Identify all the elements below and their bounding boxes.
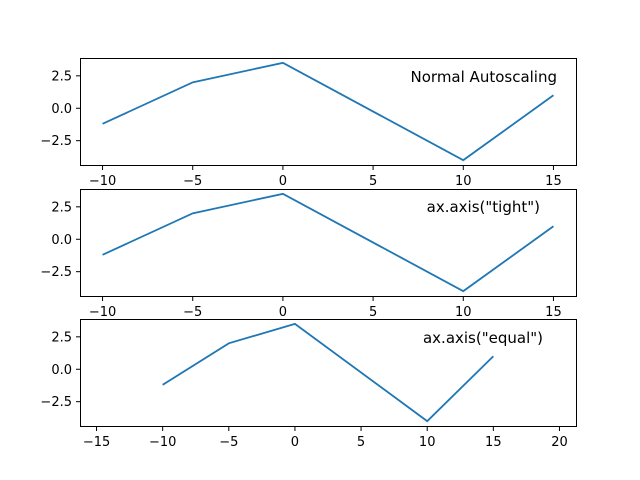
subplot-axis-tight: −10 −5 0 5 10 15 −2.5 0.0 2.5 ax.axis("tight") — [40, 189, 577, 320]
x-tick-label: −5 — [183, 305, 202, 320]
x-tick-label: 20 — [551, 435, 568, 450]
series-line — [102, 192, 554, 293]
x-tick-label: 10 — [419, 435, 436, 450]
x-tick-label: −15 — [83, 435, 110, 450]
x-tick-label: 0 — [279, 305, 287, 320]
x-tick-label: 0 — [279, 174, 287, 189]
x-tick-label: 15 — [485, 435, 502, 450]
x-tick-label: 15 — [545, 174, 562, 189]
y-tick-label: −2.5 — [40, 265, 72, 280]
x-tick-label: 5 — [369, 174, 377, 189]
x-tick-label: 10 — [455, 174, 472, 189]
x-tick-label: 10 — [455, 305, 472, 320]
axes-frame — [80, 319, 577, 427]
y-tick-label: 0.0 — [51, 233, 72, 248]
subplot-normal-autoscaling: −10 −5 0 5 10 15 −2.5 0.0 2.5 Normal Autoscaling — [40, 58, 577, 189]
x-tick-label: 5 — [357, 435, 365, 450]
series-line — [162, 322, 494, 423]
y-tick-label: 2.5 — [51, 330, 72, 345]
y-tick-label: 0.0 — [51, 363, 72, 378]
subplot-annotation: Normal Autoscaling — [411, 68, 557, 86]
y-tick-label: 2.5 — [51, 200, 72, 215]
y-tick-label: −2.5 — [40, 134, 72, 149]
y-tick-label: −2.5 — [40, 395, 72, 410]
x-tick-label: 15 — [545, 305, 562, 320]
x-tick-label: 0 — [291, 435, 299, 450]
subplot-annotation: ax.axis("tight") — [427, 198, 540, 216]
x-tick-label: −10 — [149, 435, 176, 450]
y-tick-label: 0.0 — [51, 102, 72, 117]
subplot-axis-equal: −15 −10 −5 0 5 10 15 20 −2.5 0.0 2.5 ax.axis("equal… — [40, 319, 577, 450]
x-tick-label: −10 — [89, 305, 116, 320]
series-line — [102, 61, 554, 162]
y-tick-label: 2.5 — [51, 69, 72, 84]
x-tick-label: −10 — [89, 174, 116, 189]
axes-frame — [80, 58, 577, 166]
subplot-annotation: ax.axis("equal") — [423, 329, 543, 347]
x-tick-label: −5 — [219, 435, 238, 450]
x-tick-label: 5 — [369, 305, 377, 320]
x-tick-label: −5 — [183, 174, 202, 189]
axes-frame — [80, 189, 577, 297]
